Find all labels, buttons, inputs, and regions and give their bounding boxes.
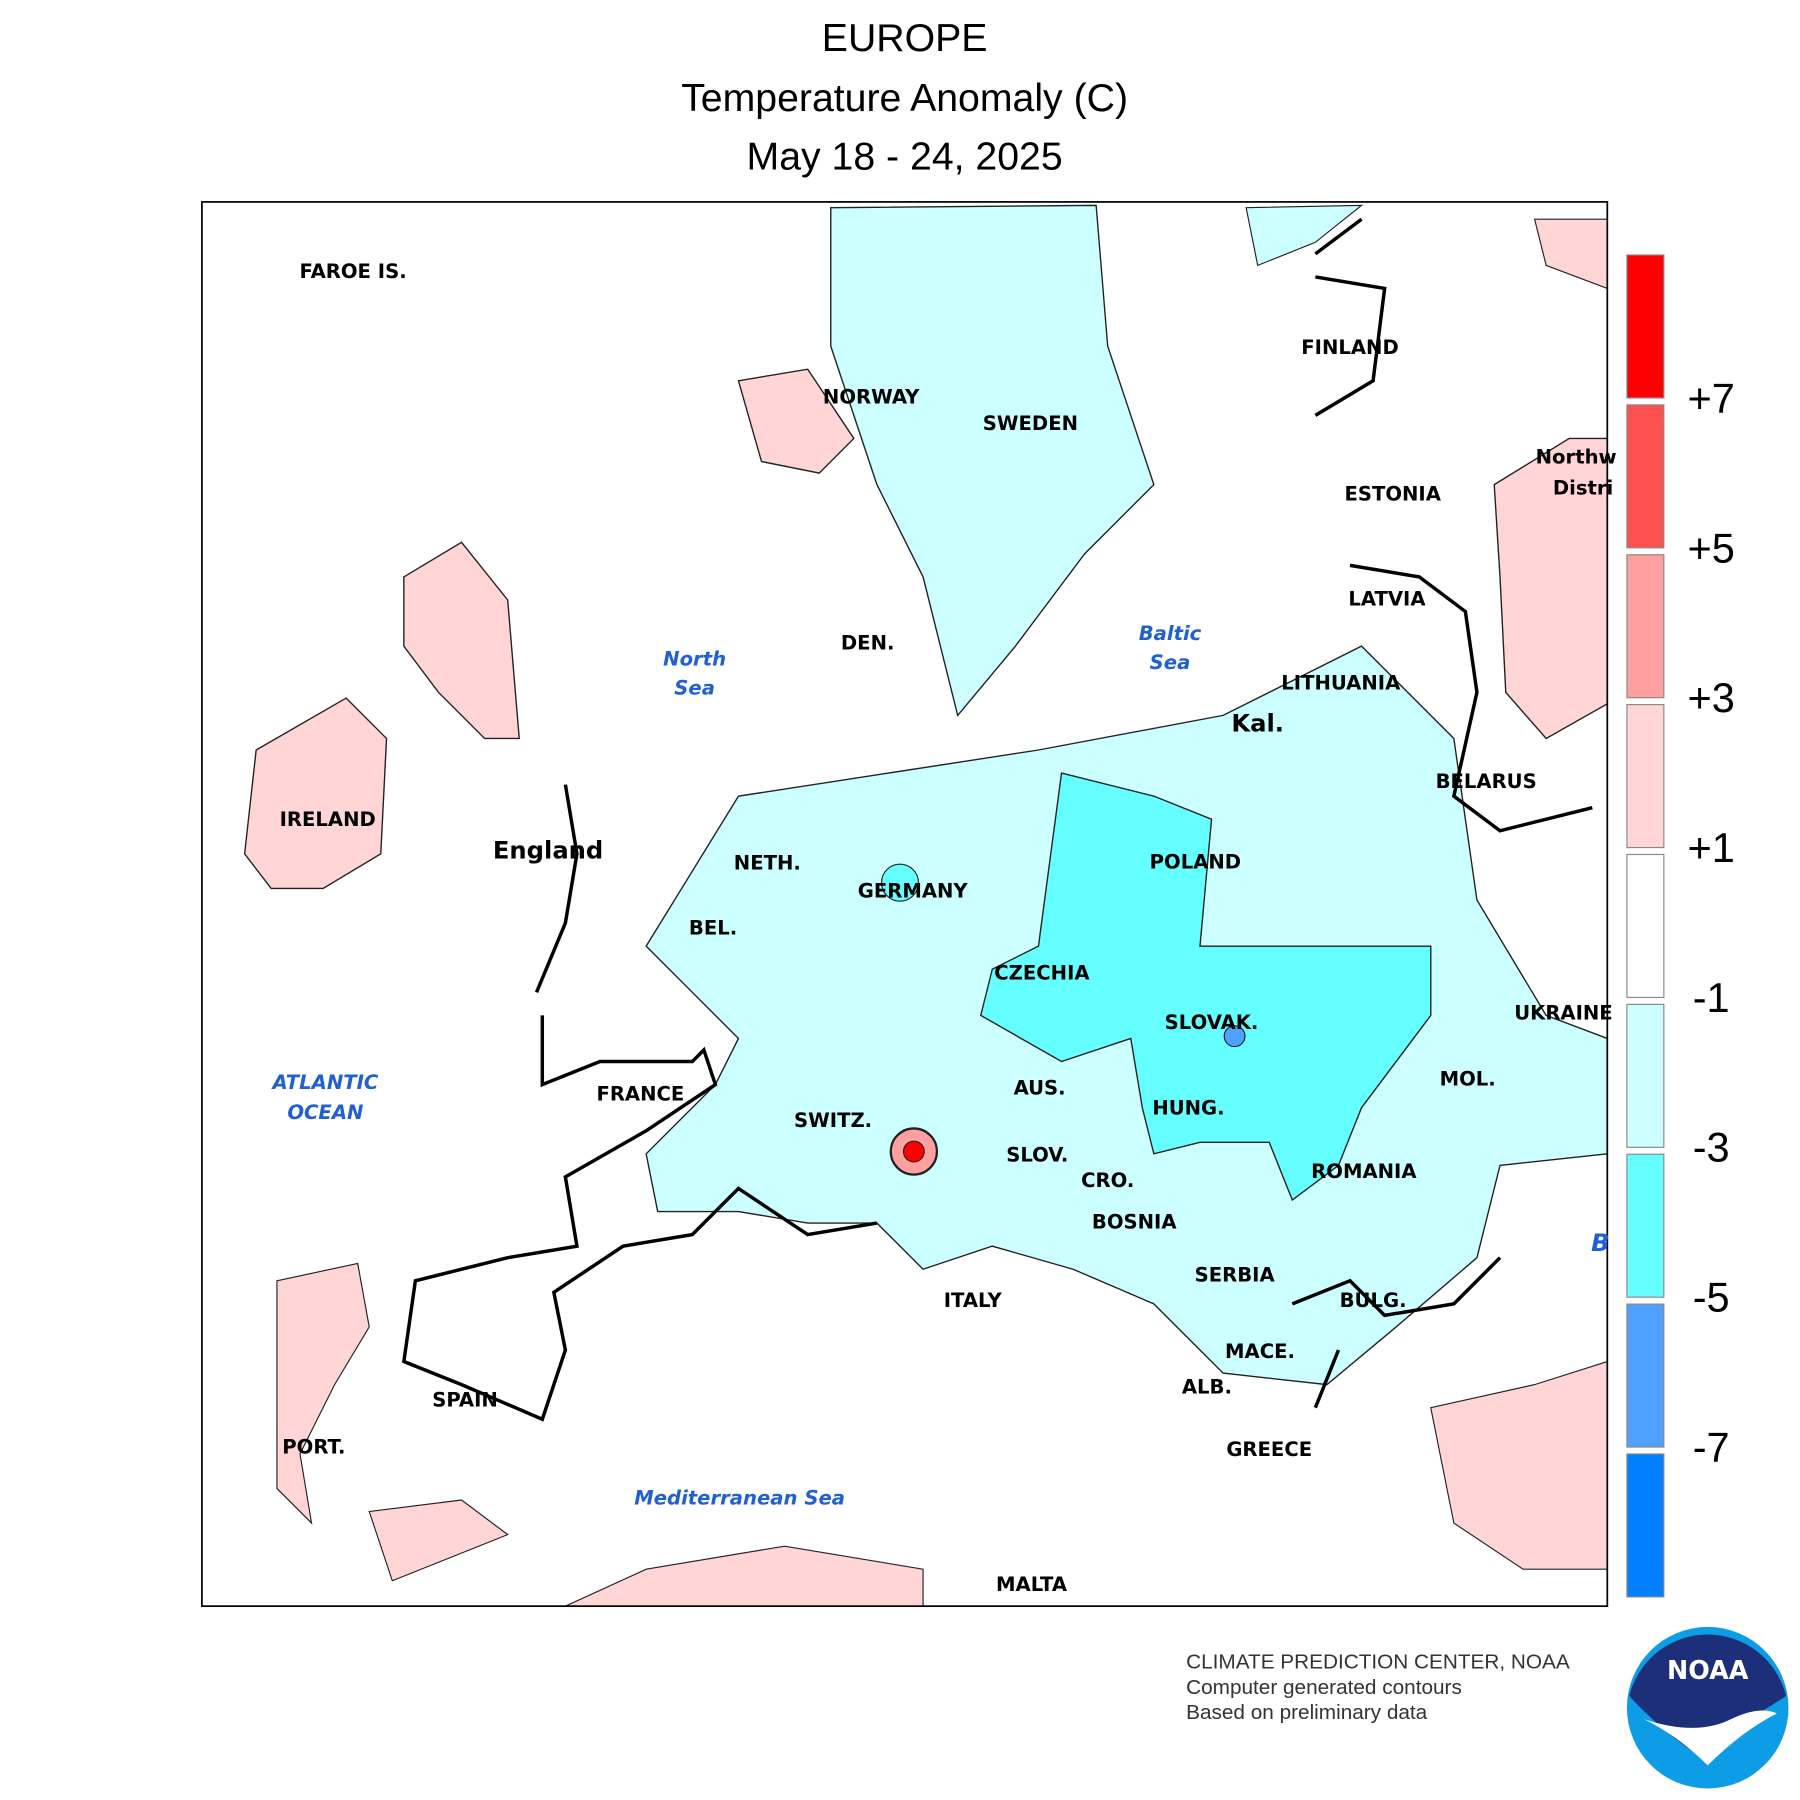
country-label: NORWAY (823, 386, 920, 409)
legend-label: +7 (1687, 374, 1734, 421)
legend-swatch (1626, 404, 1665, 549)
legend-label: +1 (1687, 824, 1734, 871)
sea-label: Sea (674, 676, 715, 699)
country-label: SWEDEN (983, 412, 1078, 435)
logo-text: NOAA (1667, 1655, 1749, 1685)
country-label: ALB. (1182, 1376, 1232, 1399)
country-label: POLAND (1150, 851, 1241, 874)
country-label: AUS. (1014, 1077, 1066, 1100)
country-label: IRELAND (280, 808, 376, 831)
title: EUROPE (822, 16, 988, 60)
country-label: UKRAINE (1514, 1002, 1613, 1025)
country-label: CRO. (1081, 1169, 1134, 1192)
sea-labels: North Sea Baltic Sea ATLANTIC OCEAN Medi… (270, 622, 1609, 1509)
sea-label: OCEAN (287, 1101, 363, 1124)
country-label: BEL. (689, 916, 737, 939)
legend-label: -7 (1693, 1423, 1730, 1470)
sea-label: Mediterranean Sea (634, 1486, 845, 1509)
sea-label: Baltic (1139, 622, 1202, 645)
country-label: FINLAND (1301, 336, 1398, 359)
country-label: MALTA (996, 1573, 1068, 1596)
country-labels: FAROE IS. NORWAY SWEDEN FINLAND ESTONIA … (280, 260, 1617, 1596)
country-label: BELARUS (1436, 770, 1537, 793)
country-label: GERMANY (858, 879, 969, 902)
sea-label: Sea (1150, 651, 1191, 674)
country-label: ESTONIA (1344, 483, 1441, 506)
country-label: MOL. (1440, 1068, 1496, 1091)
country-label: ROMANIA (1311, 1160, 1417, 1183)
country-label: Distri (1553, 477, 1613, 500)
country-label: FRANCE (596, 1083, 684, 1106)
legend-swatch (1626, 853, 1665, 999)
country-label: England (493, 837, 603, 865)
country-label: LATVIA (1348, 588, 1426, 611)
country-label: BOSNIA (1092, 1211, 1177, 1234)
country-label: SLOV. (1006, 1144, 1068, 1167)
sea-label: North (663, 648, 726, 671)
map-frame (201, 201, 1609, 1608)
country-label: SERBIA (1195, 1264, 1276, 1287)
legend-swatch (1626, 1453, 1665, 1598)
credit: Based on preliminary data (1186, 1701, 1428, 1724)
legend-label: +3 (1687, 674, 1734, 721)
credit: CLIMATE PREDICTION CENTER, NOAA (1186, 1650, 1570, 1673)
period: May 18 - 24, 2025 (747, 135, 1063, 179)
legend-swatch (1626, 1303, 1665, 1448)
country-label: CZECHIA (994, 961, 1090, 984)
country-label: ITALY (944, 1289, 1003, 1312)
country-label: HUNG. (1152, 1096, 1224, 1119)
country-label: NETH. (734, 852, 801, 875)
country-label: Kal. (1231, 710, 1284, 738)
legend-label: -1 (1693, 974, 1730, 1021)
credit: Computer generated contours (1186, 1676, 1462, 1699)
country-label: LITHUANIA (1281, 672, 1401, 695)
country-label: Northw (1536, 446, 1617, 469)
map (201, 201, 1608, 1607)
legend-swatch (1626, 1003, 1665, 1148)
legend-label: +5 (1687, 524, 1734, 571)
sea-label: ATLANTIC (270, 1071, 378, 1094)
noaa-logo: NOAA (1626, 1626, 1789, 1789)
sea-label: B (1591, 1229, 1609, 1257)
legend-swatch (1626, 254, 1665, 399)
country-label: FAROE IS. (299, 260, 406, 283)
legend-swatch (1626, 554, 1665, 699)
country-label: BULG. (1340, 1289, 1407, 1312)
subtitle: Temperature Anomaly (C) (681, 76, 1128, 120)
legend-label: -3 (1693, 1124, 1730, 1171)
country-label: SWITZ. (794, 1109, 872, 1132)
country-label: DEN. (841, 631, 895, 654)
legend-swatch (1626, 1153, 1665, 1298)
country-label: SLOVAK. (1165, 1011, 1259, 1034)
legend-swatch (1626, 704, 1665, 849)
country-label: SPAIN (432, 1388, 498, 1411)
country-label: GREECE (1226, 1438, 1312, 1461)
country-label: PORT. (282, 1436, 345, 1459)
legend: +7 +5 +3 +1 -1 -3 -5 -7 (1626, 254, 1735, 1598)
legend-label: -5 (1693, 1274, 1730, 1321)
country-label: MACE. (1225, 1340, 1295, 1363)
